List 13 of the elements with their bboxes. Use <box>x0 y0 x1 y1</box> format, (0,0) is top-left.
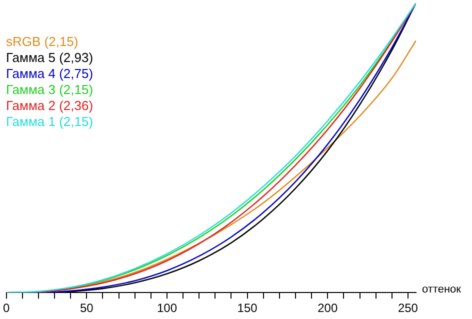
x-axis-title: оттенок <box>422 284 462 296</box>
x-tick-label: 150 <box>237 301 258 316</box>
text: Гамма 2 (2,36) <box>6 98 94 114</box>
text: Гамма 4 (2,75) <box>6 66 94 82</box>
text: Гамма 1 (2,15) <box>6 114 94 130</box>
x-tick-label: 100 <box>156 301 178 316</box>
text: Гамма 5 (2,93) <box>6 50 94 66</box>
text: Гамма 3 (2,15) <box>6 82 94 98</box>
x-tick-label: 200 <box>318 301 338 316</box>
x-tick-label: 250 <box>398 301 418 316</box>
text: sRGB (2,15) <box>6 34 80 50</box>
x-tick-label: 0 <box>2 301 10 316</box>
x-tick-label: 50 <box>80 301 94 316</box>
